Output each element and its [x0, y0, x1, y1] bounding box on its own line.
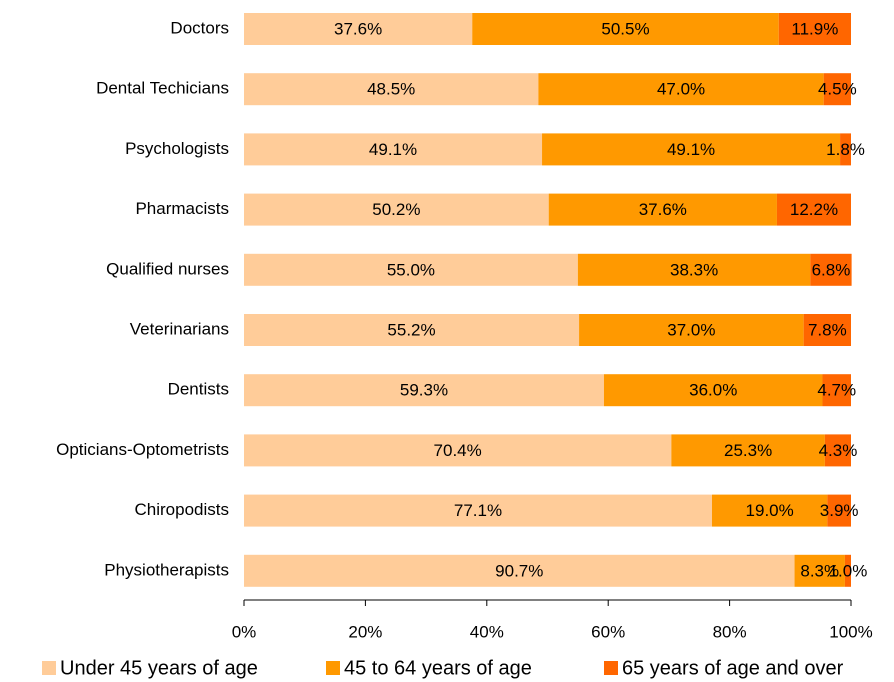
bar-segment [778, 13, 851, 45]
bar-segment [824, 434, 851, 467]
data-label: 8.3% [800, 561, 839, 580]
data-label: 37.0% [667, 320, 715, 339]
data-label: 47.0% [657, 80, 705, 99]
y-tick-label: Veterinarians [130, 319, 229, 338]
data-label: 50.2% [372, 200, 420, 219]
data-label: 77.1% [454, 501, 502, 520]
data-label: 4.5% [818, 80, 857, 99]
data-label: 55.2% [387, 320, 435, 339]
data-label: 1.8% [826, 140, 865, 159]
data-label: 36.0% [689, 381, 737, 400]
bar-segment [711, 494, 828, 527]
bar-segment [844, 554, 851, 587]
data-label: 90.7% [495, 561, 543, 580]
data-label: 70.4% [434, 441, 482, 460]
x-tick-label: 100% [829, 622, 872, 641]
legend-swatch [42, 661, 56, 675]
data-label: 38.3% [670, 260, 718, 279]
legend-label: 45 to 64 years of age [344, 657, 532, 679]
y-tick-label: Pharmacists [135, 199, 229, 218]
data-label: 3.9% [820, 501, 859, 520]
y-tick-label: Psychologists [125, 139, 229, 158]
bar-segment [579, 314, 804, 346]
data-label: 48.5% [367, 80, 415, 99]
bar-segment [827, 494, 851, 527]
legend-swatch [604, 661, 618, 675]
bar-segment [244, 554, 795, 587]
data-label: 55.0% [387, 260, 435, 279]
data-label: 37.6% [639, 200, 687, 219]
x-tick-label: 80% [713, 622, 747, 641]
bar-segment [577, 253, 811, 286]
bar-segment [822, 374, 851, 407]
x-tick-label: 20% [348, 622, 382, 641]
y-tick-label: Physiotherapists [104, 560, 229, 579]
y-tick-label: Qualified nurses [106, 259, 229, 278]
legend-label: Under 45 years of age [60, 657, 258, 679]
data-label: 49.1% [369, 140, 417, 159]
data-label: 4.7% [817, 381, 856, 400]
bar-segment [244, 73, 539, 106]
bar-segment [840, 133, 851, 166]
bar-segment [244, 133, 543, 166]
bar-segment [794, 554, 845, 587]
data-label: 12.2% [790, 200, 838, 219]
bar-segment [823, 73, 851, 106]
data-label: 6.8% [812, 260, 851, 279]
data-label: 25.3% [724, 441, 772, 460]
bar-segment [548, 193, 777, 226]
data-label: 49.1% [667, 140, 715, 159]
bar-segment [538, 73, 824, 106]
bar-segment [803, 314, 851, 346]
data-label: 4.3% [819, 441, 858, 460]
bar-segment [810, 253, 852, 286]
data-label: 7.8% [808, 320, 847, 339]
data-label: 59.3% [400, 381, 448, 400]
data-label: 50.5% [601, 19, 649, 38]
bar-segment [244, 13, 473, 45]
x-tick-label: 60% [591, 622, 625, 641]
bar-segment [244, 314, 580, 346]
data-label: 19.0% [746, 501, 794, 520]
x-tick-label: 40% [470, 622, 504, 641]
bar-segment [776, 193, 851, 226]
legend-label: 65 years of age and over [622, 657, 844, 679]
data-label: 37.6% [334, 19, 382, 38]
x-tick-label: 0% [232, 622, 257, 641]
bar-segment [244, 374, 604, 407]
data-label: 1.0% [829, 561, 868, 580]
legend-swatch [326, 661, 340, 675]
bar-segment [671, 434, 825, 467]
y-tick-label: Dental Techicians [96, 79, 229, 98]
bar-segment [244, 494, 712, 527]
bar-segment [244, 253, 578, 286]
bar-segment [542, 133, 841, 166]
y-tick-label: Doctors [170, 18, 229, 37]
bar-segment [472, 13, 779, 45]
y-tick-label: Chiropodists [135, 500, 230, 519]
data-label: 11.9% [791, 19, 838, 38]
y-tick-label: Opticians-Optometrists [56, 440, 229, 459]
y-tick-label: Dentists [168, 380, 229, 399]
bar-segment [244, 193, 549, 226]
bar-segment [244, 434, 672, 467]
bar-segment [603, 374, 823, 407]
